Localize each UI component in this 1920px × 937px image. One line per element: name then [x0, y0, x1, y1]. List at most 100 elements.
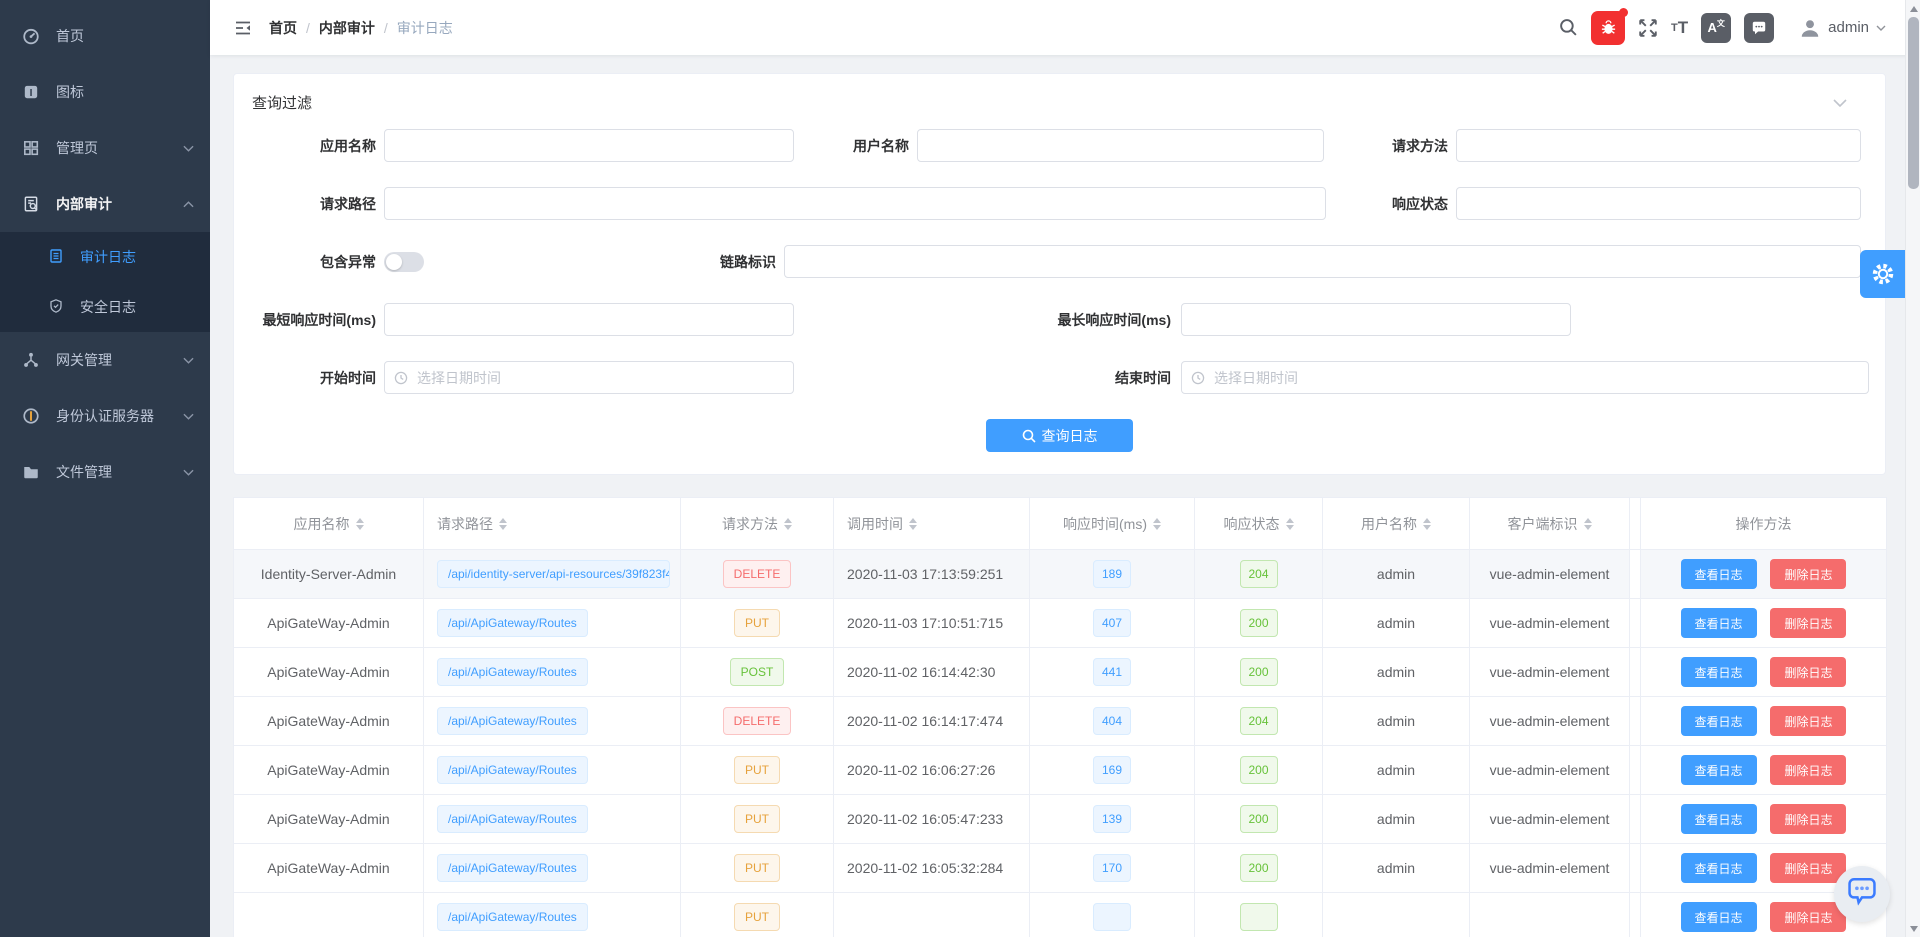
trace-id-input[interactable] — [784, 245, 1861, 278]
view-log-button[interactable]: 查看日志 — [1680, 608, 1757, 638]
delete-log-button[interactable]: 删除日志 — [1770, 804, 1847, 834]
scrollbar-down-arrow[interactable] — [1906, 921, 1920, 936]
path-tag: /api/ApiGateway/Routes — [437, 854, 588, 882]
col-app-name[interactable]: 应用名称 — [233, 497, 424, 550]
delete-log-button[interactable]: 删除日志 — [1770, 559, 1847, 589]
search-icon[interactable] — [1559, 18, 1578, 37]
cell-call-time: 2020-11-02 16:05:47:233 — [833, 794, 1030, 844]
cell-request-path: /api/ApiGateway/Routes — [423, 696, 681, 746]
cell-actions: 查看日志 删除日志 — [1640, 647, 1887, 697]
cell-call-time: 2020-11-02 16:06:27:26 — [833, 745, 1030, 795]
settings-gear-button[interactable] — [1860, 250, 1905, 298]
spacer-column — [1629, 497, 1641, 550]
sidebar-item-label: 网关管理 — [56, 352, 112, 368]
sidebar-item-gateway[interactable]: 网关管理 — [0, 332, 210, 388]
cell-response-status: 200 — [1194, 647, 1323, 697]
sidebar-collapse-icon[interactable] — [233, 19, 253, 37]
include-exception-toggle[interactable] — [384, 251, 424, 272]
sidebar-item-admin-pages[interactable]: 管理页 — [0, 120, 210, 176]
view-log-button[interactable]: 查看日志 — [1680, 559, 1757, 589]
cell-client-id: vue-admin-element — [1469, 794, 1630, 844]
status-tag — [1239, 903, 1278, 931]
cell-call-time — [833, 892, 1030, 937]
sidebar-item-identity-server[interactable]: 身份认证服务器 — [0, 388, 210, 444]
table-row: /api/ApiGateway/Routes PUT 查看日志 删除日志 — [233, 892, 1887, 937]
request-path-input[interactable] — [384, 187, 1326, 220]
app-name-input[interactable] — [384, 129, 794, 162]
view-log-button[interactable]: 查看日志 — [1680, 706, 1757, 736]
status-tag: 200 — [1239, 854, 1278, 882]
scrollbar-thumb[interactable] — [1908, 17, 1919, 189]
cell-app-name: ApiGateWay-Admin — [233, 745, 424, 795]
cell-request-path: /api/ApiGateway/Routes — [423, 892, 681, 937]
scrollbar-up-arrow[interactable] — [1906, 1, 1920, 16]
end-time-input[interactable] — [1181, 361, 1869, 394]
delete-log-button[interactable]: 删除日志 — [1770, 853, 1847, 883]
cell-response-time: 169 — [1029, 745, 1195, 795]
search-icon — [1022, 429, 1036, 443]
cell-call-time: 2020-11-02 16:14:17:474 — [833, 696, 1030, 746]
collapse-chevron-icon[interactable] — [1833, 98, 1847, 107]
dashboard-icon — [22, 27, 40, 45]
cell-app-name: ApiGateWay-Admin — [233, 647, 424, 697]
sidebar-item-icons[interactable]: I 图标 — [0, 64, 210, 120]
view-log-button[interactable]: 查看日志 — [1680, 902, 1757, 932]
view-log-button[interactable]: 查看日志 — [1680, 853, 1757, 883]
breadcrumb-home[interactable]: 首页 — [269, 19, 297, 36]
col-client-id[interactable]: 客户端标识 — [1469, 497, 1630, 550]
cell-response-status: 204 — [1194, 696, 1323, 746]
sidebar-item-security-log[interactable]: 安全日志 — [0, 282, 210, 332]
network-share-icon — [22, 351, 40, 369]
breadcrumb-section[interactable]: 内部审计 — [318, 19, 375, 36]
sort-carets-icon — [1285, 517, 1294, 530]
delete-log-button[interactable]: 删除日志 — [1770, 755, 1847, 785]
cell-request-path: /api/ApiGateway/Routes — [423, 745, 681, 795]
col-response-time[interactable]: 响应时间(ms) — [1029, 497, 1195, 550]
min-response-time-input[interactable] — [384, 303, 794, 336]
message-icon[interactable] — [1744, 12, 1775, 43]
start-time-input[interactable] — [384, 361, 794, 394]
view-log-button[interactable]: 查看日志 — [1680, 657, 1757, 687]
sidebar-item-internal-audit[interactable]: 内部审计 — [0, 176, 210, 232]
feedback-chat-button[interactable] — [1834, 866, 1890, 922]
filter-row-3: 包含异常 链路标识 — [234, 245, 1885, 278]
col-call-time[interactable]: 调用时间 — [833, 497, 1030, 550]
request-method-input[interactable] — [1456, 129, 1861, 162]
cell-request-method: PUT — [680, 892, 834, 937]
col-user-name[interactable]: 用户名称 — [1322, 497, 1470, 550]
delete-log-button[interactable]: 删除日志 — [1770, 706, 1847, 736]
sidebar-item-file-management[interactable]: 文件管理 — [0, 444, 210, 500]
delete-log-button[interactable]: 删除日志 — [1770, 902, 1847, 932]
duration-tag: 441 — [1093, 658, 1131, 686]
gear-icon — [1872, 263, 1893, 285]
col-request-method[interactable]: 请求方法 — [680, 497, 834, 550]
user-name-input[interactable] — [917, 129, 1324, 162]
cell-app-name: ApiGateWay-Admin — [233, 794, 424, 844]
user-dropdown[interactable]: admin — [1799, 17, 1886, 39]
col-request-path[interactable]: 请求路径 — [423, 497, 681, 550]
view-log-button[interactable]: 查看日志 — [1680, 804, 1757, 834]
col-response-status[interactable]: 响应状态 — [1194, 497, 1323, 550]
view-log-button[interactable]: 查看日志 — [1680, 755, 1757, 785]
cell-call-time: 2020-11-02 16:05:32:284 — [833, 843, 1030, 893]
sidebar-item-home[interactable]: 首页 — [0, 8, 210, 64]
query-logs-button[interactable]: 查询日志 — [986, 419, 1133, 452]
sidebar-item-audit-log[interactable]: 审计日志 — [0, 232, 210, 282]
fullscreen-icon[interactable] — [1638, 18, 1658, 38]
error-log-bug-button[interactable] — [1591, 7, 1629, 45]
folder-icon — [22, 463, 40, 481]
notification-dot — [1619, 7, 1629, 17]
delete-log-button[interactable]: 删除日志 — [1770, 608, 1847, 638]
status-tag: 200 — [1239, 756, 1278, 784]
max-response-time-input[interactable] — [1181, 303, 1571, 336]
query-filter-card: 查询过滤 应用名称 用户名称 请求方法 请求路径 响应状态 — [233, 73, 1886, 475]
delete-log-button[interactable]: 删除日志 — [1770, 657, 1847, 687]
cell-user-name: admin — [1322, 647, 1470, 697]
status-tag: 204 — [1239, 560, 1278, 588]
query-logs-button-label: 查询日志 — [1041, 427, 1098, 444]
response-status-input[interactable] — [1456, 187, 1861, 220]
page-scrollbar[interactable] — [1905, 0, 1920, 937]
